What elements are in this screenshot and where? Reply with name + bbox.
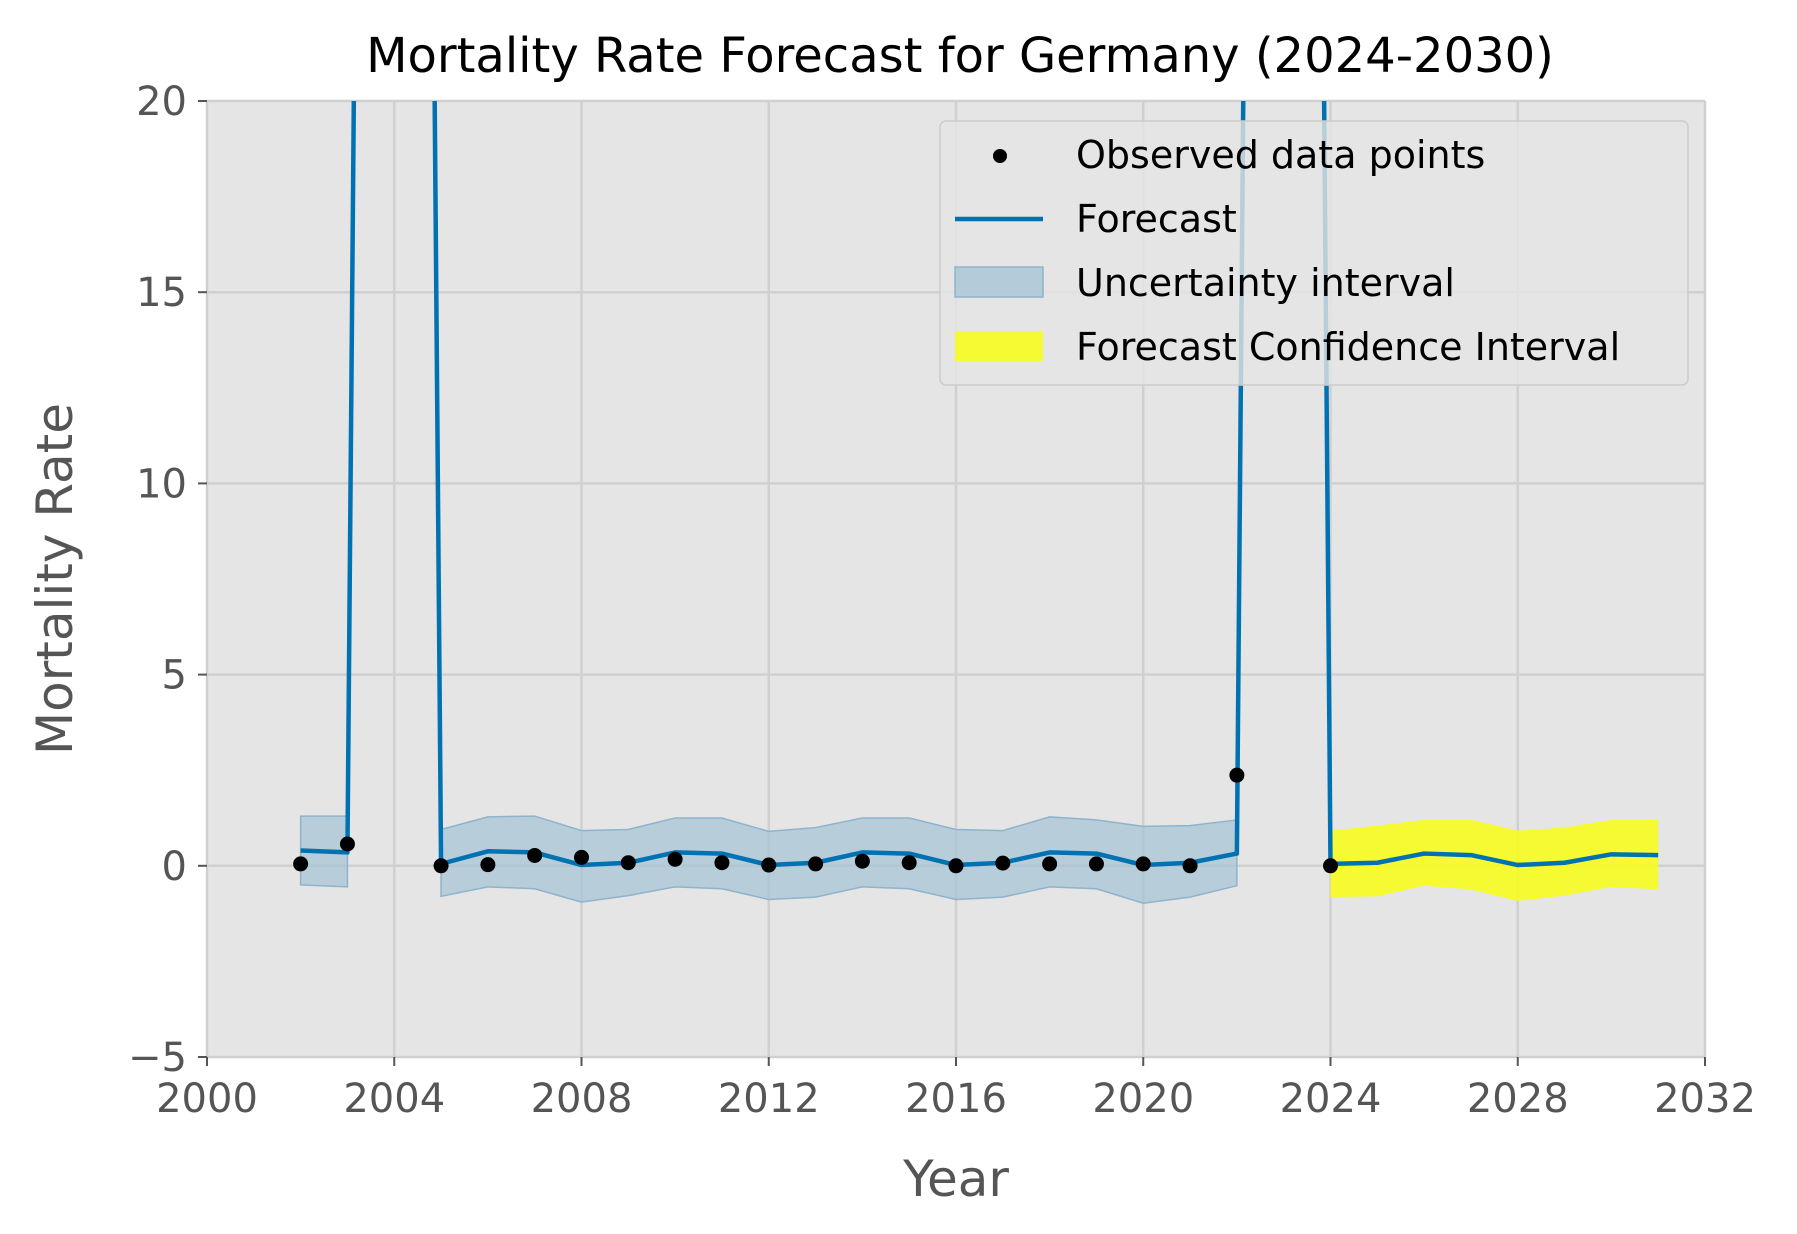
observed-point: [620, 855, 636, 871]
y-tick-label: 15: [136, 270, 187, 316]
observed-point: [339, 836, 355, 852]
legend: Observed data points Forecast Uncertaint…: [939, 120, 1689, 386]
observed-point: [1182, 858, 1198, 874]
x-tick-label: 2000: [156, 1076, 258, 1122]
observed-point: [995, 855, 1011, 871]
x-tick-label: 2008: [531, 1076, 633, 1122]
x-tick-label: 2028: [1467, 1076, 1569, 1122]
observed-point: [293, 856, 309, 872]
observed-point: [1229, 767, 1245, 783]
observed-point: [948, 858, 964, 874]
forecast-line: [300, 101, 1659, 868]
y-tick-label: 5: [162, 653, 187, 699]
y-tick-label: 0: [162, 844, 187, 890]
observed-point: [1042, 856, 1058, 872]
observed-point: [901, 855, 917, 871]
x-tick-label: 2024: [1280, 1076, 1382, 1122]
x-tick-label: 2020: [1092, 1076, 1194, 1122]
legend-confidence-label: Forecast Confidence Interval: [1076, 325, 1620, 369]
x-tick-label: 2032: [1654, 1076, 1756, 1122]
legend-box: [939, 120, 1689, 386]
observed-point: [1135, 856, 1151, 872]
legend-observed-label: Observed data points: [1076, 133, 1485, 177]
y-tick-label: −5: [128, 1035, 187, 1081]
legend-uncertainty-swatch: [954, 266, 1044, 298]
observed-points: [293, 767, 1338, 874]
observed-point: [433, 858, 449, 874]
legend-confidence-swatch: [955, 331, 1043, 361]
observed-point: [714, 855, 730, 871]
observed-point: [854, 853, 870, 869]
chart-title: Mortality Rate Forecast for Germany (202…: [366, 28, 1554, 84]
observed-point: [527, 847, 543, 863]
legend-uncertainty-label: Uncertainty interval: [1076, 261, 1455, 305]
legend-forecast-label: Forecast: [1076, 197, 1237, 241]
forecast-lines: [300, 101, 1659, 868]
observed-point: [1323, 858, 1338, 874]
observed-point: [574, 849, 589, 865]
observed-point: [808, 856, 824, 872]
axis-ticks: 2000 2004 2008 2012 2016 2020 2024 2028 2032 −5 0 5…: [128, 79, 1756, 1122]
y-axis-label: Mortality Rate: [26, 403, 84, 755]
observed-point: [480, 857, 496, 873]
observed-point: [1088, 856, 1104, 872]
y-tick-label: 10: [136, 461, 187, 507]
legend-observed-marker: [993, 149, 1007, 163]
observed-point: [761, 857, 777, 873]
x-tick-label: 2016: [905, 1076, 1007, 1122]
y-tick-label: 20: [136, 79, 187, 125]
x-axis-label: Year: [902, 1150, 1009, 1208]
x-tick-label: 2012: [718, 1076, 820, 1122]
x-tick-label: 2004: [343, 1076, 445, 1122]
observed-point: [667, 851, 683, 867]
